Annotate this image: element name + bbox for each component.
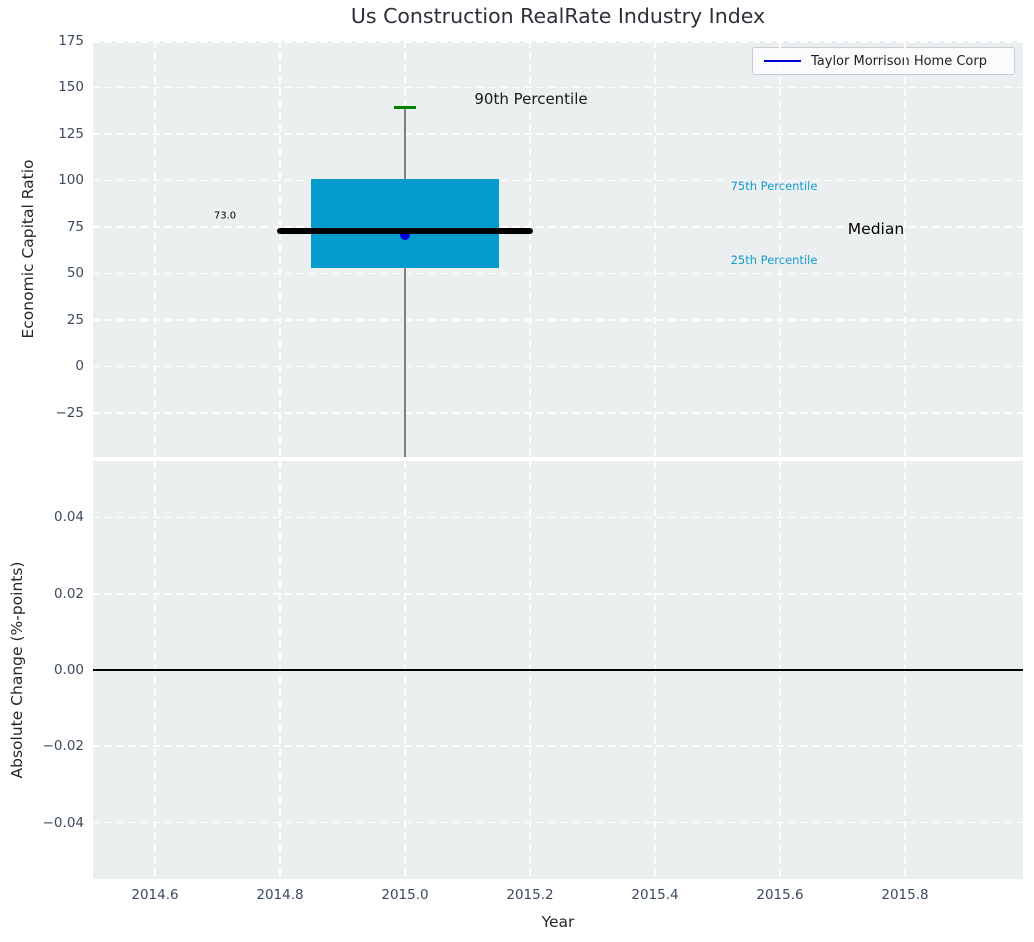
x-gridline	[529, 41, 531, 457]
x-tick-label: 2015.2	[506, 887, 554, 903]
y-gridline	[93, 86, 1023, 89]
y-gridline	[93, 179, 1023, 182]
y-gridline	[93, 592, 1023, 595]
y-tick-label: 0.04	[53, 509, 84, 526]
chart-title: Us Construction RealRate Industry Index	[350, 4, 766, 28]
x-tick-label: 2015.0	[381, 887, 429, 903]
legend-line-sample	[764, 59, 801, 63]
y-tick-label: −25	[55, 404, 85, 421]
median-value-label: 73.0	[213, 210, 237, 222]
y-gridline	[93, 226, 1023, 228]
y-tick-label: 125	[58, 125, 84, 142]
annotation-p75: 75th Percentile	[730, 179, 818, 193]
top-axes: Taylor Morrison Home Corp 73.0 90th Perce…	[93, 41, 1023, 457]
x-tick-label: 2014.8	[256, 887, 304, 903]
y-tick-label: 100	[58, 172, 84, 189]
x-gridline	[654, 41, 656, 457]
y-gridline	[93, 41, 1023, 43]
x-tick-label: 2014.6	[131, 887, 179, 903]
whisker-line	[404, 107, 406, 457]
y-tick-label: 0.00	[53, 662, 84, 678]
x-gridline	[904, 41, 906, 457]
y-tick-label: 50	[66, 265, 84, 282]
p90-cap	[394, 106, 416, 110]
y-gridline	[93, 516, 1023, 519]
legend[interactable]: Taylor Morrison Home Corp	[752, 47, 1015, 75]
y-tick-label: 0.02	[53, 585, 84, 602]
y-tick-label: 25	[66, 311, 84, 328]
x-tick-label: 2015.8	[881, 887, 929, 903]
y-gridline	[93, 412, 1023, 414]
iqr-box	[311, 178, 499, 268]
annotation-p90: 90th Percentile	[474, 90, 588, 108]
y-tick-label: 75	[66, 218, 84, 235]
y-gridline	[93, 821, 1023, 824]
x-tick-label: 2015.4	[631, 887, 679, 903]
y-gridline	[93, 133, 1023, 135]
median-line	[277, 227, 533, 234]
x-gridline	[779, 41, 781, 457]
y-tick-label: −0.02	[42, 738, 84, 755]
y-gridline	[93, 365, 1023, 368]
x-tick-label: 2015.6	[756, 887, 804, 903]
y-gridline	[93, 745, 1023, 748]
bottom-axes	[93, 461, 1023, 879]
company-marker	[400, 229, 410, 240]
y-gridline	[93, 319, 1023, 321]
bottom-y-axis-label: Absolute Change (%-points)	[8, 561, 26, 779]
y-tick-label: 150	[58, 79, 84, 96]
annotation-median: Median	[847, 220, 905, 238]
x-gridline	[279, 41, 281, 457]
y-tick-label: 0	[75, 358, 84, 375]
legend-label: Taylor Morrison Home Corp	[811, 53, 987, 69]
x-axis-label: Year	[541, 913, 575, 931]
x-gridline	[154, 41, 156, 457]
zero-line	[93, 669, 1023, 671]
top-y-axis-label: Economic Capital Ratio	[19, 159, 37, 339]
y-tick-label: −0.04	[42, 814, 84, 831]
y-gridline	[93, 272, 1023, 275]
y-tick-label: 175	[58, 33, 84, 49]
annotation-p25: 25th Percentile	[730, 253, 818, 267]
